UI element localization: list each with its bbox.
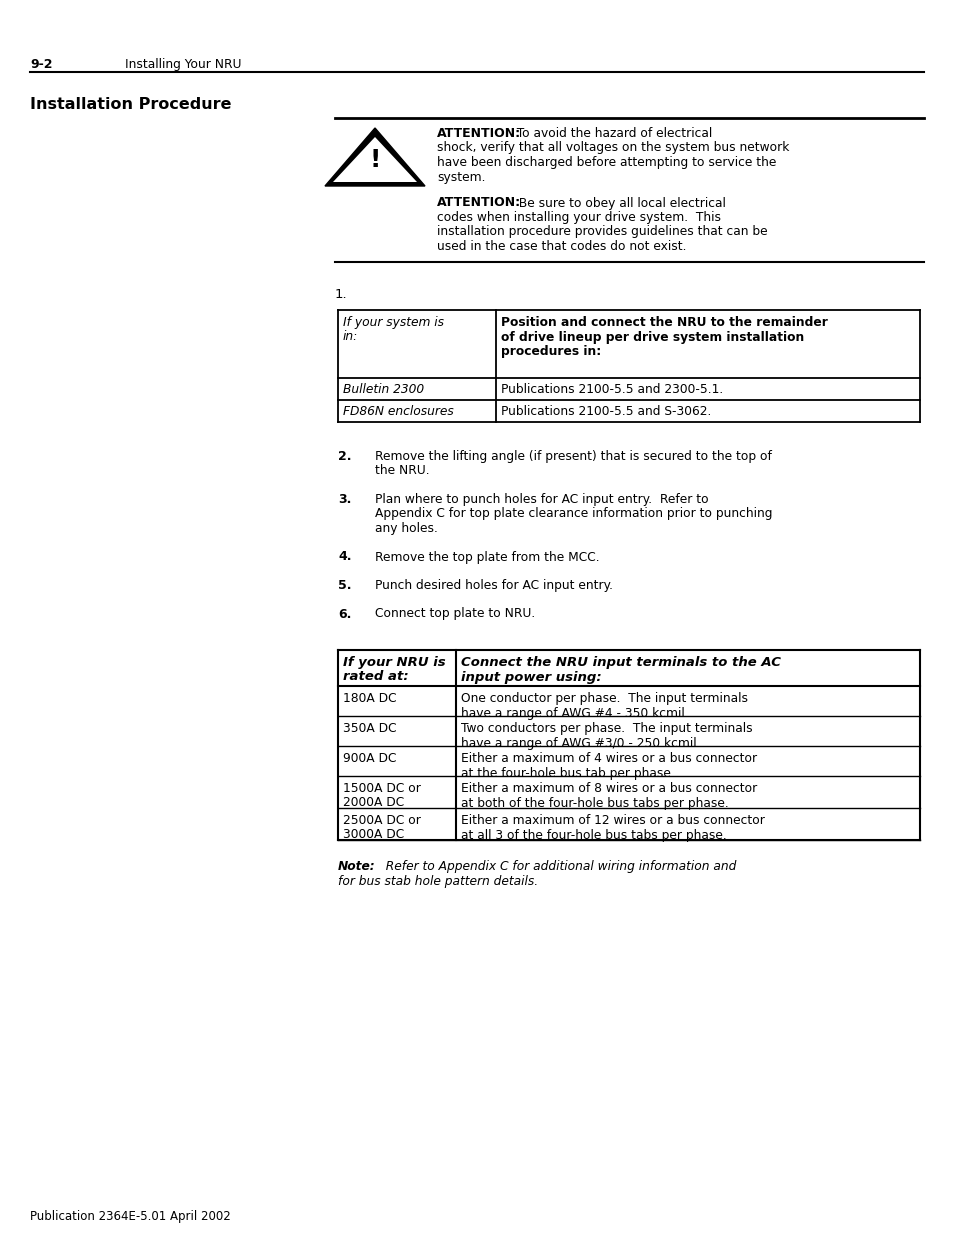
Text: ATTENTION:: ATTENTION: [436, 127, 520, 140]
Polygon shape [325, 128, 424, 186]
Text: the NRU.: the NRU. [375, 464, 429, 478]
Text: system.: system. [436, 170, 485, 184]
Text: One conductor per phase.  The input terminals: One conductor per phase. The input termi… [460, 692, 747, 705]
Text: have a range of AWG #3/0 - 250 kcmil.: have a range of AWG #3/0 - 250 kcmil. [460, 736, 700, 750]
Text: Connect top plate to NRU.: Connect top plate to NRU. [375, 608, 535, 620]
Text: Either a maximum of 4 wires or a bus connector: Either a maximum of 4 wires or a bus con… [460, 752, 757, 764]
Text: 2000A DC: 2000A DC [343, 797, 404, 809]
Text: Appendix C for top plate clearance information prior to punching: Appendix C for top plate clearance infor… [375, 508, 772, 520]
Text: have a range of AWG #4 - 350 kcmil.: have a range of AWG #4 - 350 kcmil. [460, 706, 688, 720]
Text: 9-2: 9-2 [30, 58, 52, 70]
Text: at the four-hole bus tab per phase.: at the four-hole bus tab per phase. [460, 767, 674, 779]
Text: ATTENTION:: ATTENTION: [436, 196, 520, 210]
Text: Either a maximum of 12 wires or a bus connector: Either a maximum of 12 wires or a bus co… [460, 814, 764, 827]
Text: Plan where to punch holes for AC input entry.  Refer to: Plan where to punch holes for AC input e… [375, 493, 708, 506]
Text: 5.: 5. [337, 579, 351, 592]
Text: 1.: 1. [335, 288, 347, 301]
Text: 2500A DC or: 2500A DC or [343, 814, 420, 827]
Text: at all 3 of the four-hole bus tabs per phase.: at all 3 of the four-hole bus tabs per p… [460, 829, 726, 841]
Polygon shape [333, 137, 416, 182]
Text: Publications 2100-5.5 and S-3062.: Publications 2100-5.5 and S-3062. [500, 405, 711, 417]
Text: shock, verify that all voltages on the system bus network: shock, verify that all voltages on the s… [436, 142, 788, 154]
Text: 3000A DC: 3000A DC [343, 829, 404, 841]
Text: 350A DC: 350A DC [343, 722, 396, 735]
Text: Be sure to obey all local electrical: Be sure to obey all local electrical [511, 196, 725, 210]
Text: 2.: 2. [337, 450, 351, 463]
Text: in:: in: [343, 331, 358, 343]
Text: FD86N enclosures: FD86N enclosures [343, 405, 454, 417]
Text: for bus stab hole pattern details.: for bus stab hole pattern details. [337, 874, 537, 888]
Text: Refer to Appendix C for additional wiring information and: Refer to Appendix C for additional wirin… [377, 860, 736, 873]
Text: Position and connect the NRU to the remainder: Position and connect the NRU to the rema… [500, 316, 827, 329]
Text: 900A DC: 900A DC [343, 752, 396, 764]
Text: 4.: 4. [337, 551, 351, 563]
Text: Connect the NRU input terminals to the AC: Connect the NRU input terminals to the A… [460, 656, 781, 669]
Text: !: ! [369, 148, 380, 172]
Text: Remove the top plate from the MCC.: Remove the top plate from the MCC. [375, 551, 599, 563]
Text: If your NRU is: If your NRU is [343, 656, 445, 669]
Text: 3.: 3. [337, 493, 351, 506]
Text: rated at:: rated at: [343, 671, 408, 683]
Text: 180A DC: 180A DC [343, 692, 396, 705]
Text: of drive lineup per drive system installation: of drive lineup per drive system install… [500, 331, 803, 343]
Text: installation procedure provides guidelines that can be: installation procedure provides guidelin… [436, 226, 767, 238]
Text: Installation Procedure: Installation Procedure [30, 98, 232, 112]
Text: Punch desired holes for AC input entry.: Punch desired holes for AC input entry. [375, 579, 613, 592]
Text: Publication 2364E-5.01 April 2002: Publication 2364E-5.01 April 2002 [30, 1210, 231, 1223]
Text: 1500A DC or: 1500A DC or [343, 782, 420, 795]
Text: Two conductors per phase.  The input terminals: Two conductors per phase. The input term… [460, 722, 752, 735]
Text: 6.: 6. [337, 608, 351, 620]
Text: Installing Your NRU: Installing Your NRU [125, 58, 241, 70]
Text: have been discharged before attempting to service the: have been discharged before attempting t… [436, 156, 776, 169]
Text: Bulletin 2300: Bulletin 2300 [343, 383, 424, 396]
Text: Note:: Note: [337, 860, 375, 873]
Text: at both of the four-hole bus tabs per phase.: at both of the four-hole bus tabs per ph… [460, 797, 728, 809]
Text: If your system is: If your system is [343, 316, 443, 329]
Text: Either a maximum of 8 wires or a bus connector: Either a maximum of 8 wires or a bus con… [460, 782, 757, 795]
Text: procedures in:: procedures in: [500, 345, 600, 358]
Text: Publications 2100-5.5 and 2300-5.1.: Publications 2100-5.5 and 2300-5.1. [500, 383, 722, 396]
Text: any holes.: any holes. [375, 522, 437, 535]
Text: used in the case that codes do not exist.: used in the case that codes do not exist… [436, 240, 686, 253]
Text: Remove the lifting angle (if present) that is secured to the top of: Remove the lifting angle (if present) th… [375, 450, 771, 463]
Text: input power using:: input power using: [460, 671, 601, 683]
Text: To avoid the hazard of electrical: To avoid the hazard of electrical [509, 127, 712, 140]
Text: codes when installing your drive system.  This: codes when installing your drive system.… [436, 211, 720, 224]
